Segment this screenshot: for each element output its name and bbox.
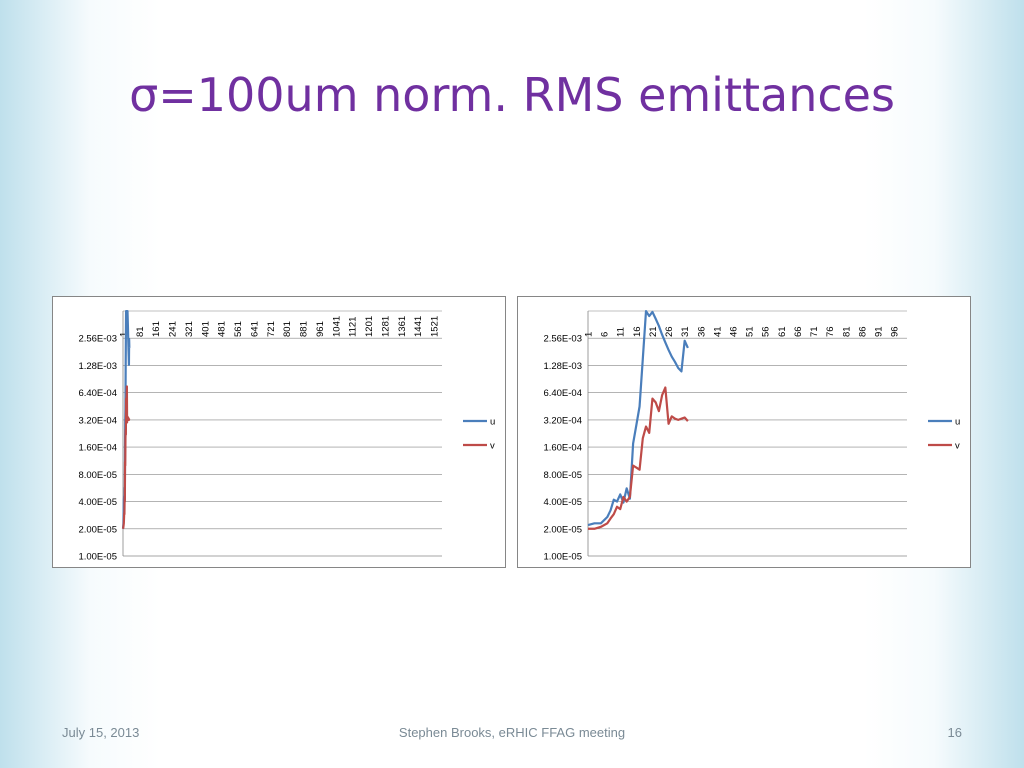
chart-left-y-tick-label: 4.00E-05: [78, 497, 117, 508]
chart-right-x-tick-label: 6: [600, 332, 611, 337]
footer-date: July 15, 2013: [62, 725, 140, 740]
chart-right-x-tick-label: 81: [841, 326, 852, 337]
chart-right-y-tick-label: 2.56E-03: [543, 334, 582, 345]
chart-right-y-tick-label: 1.60E-04: [543, 443, 582, 454]
chart-left: 1.00E-05 2.00E-05 4.00E-05 8.00E-05 1.60E-04…: [52, 296, 506, 568]
chart-left-x-tick-label: 321: [184, 321, 195, 337]
page-number: 16: [947, 725, 962, 740]
footer-center: Stephen Brooks, eRHIC FFAG meeting: [398, 725, 626, 740]
chart-right-x-tick-label: 31: [680, 326, 691, 337]
slide-title: σ=100um norm. RMS emittances: [129, 68, 895, 122]
chart-left-legend-u-label: u: [490, 417, 495, 428]
chart-left-x-tick-label: 401: [200, 321, 211, 337]
chart-left-x-tick-label: 1201: [364, 316, 375, 337]
chart-left-x-tick-label: 881: [299, 321, 310, 337]
chart-left-x-tick-label: 801: [282, 321, 293, 337]
chart-right-y-tick-label: 1.28E-03: [543, 361, 582, 372]
chart-right-x-tick-label: 86: [857, 326, 868, 337]
chart-right-legend-u-label: u: [955, 417, 960, 428]
chart-left-series-v-line: [121, 385, 131, 530]
chart-left-y-tick-label: 1.00E-05: [78, 552, 117, 563]
chart-left-x-tick-label: 1281: [380, 316, 391, 337]
chart-left-y-tick-label: 3.20E-04: [78, 415, 117, 426]
chart-right-x-tick-label: 16: [632, 326, 643, 337]
chart-right-x-tick-label: 96: [890, 326, 901, 337]
chart-left-x-tick-label: 81: [135, 326, 146, 337]
chart-right-x-tick-label: 26: [664, 326, 675, 337]
chart-right-x-tick-label: 91: [874, 326, 885, 337]
chart-left-y-tick-label: 8.00E-05: [78, 470, 117, 481]
chart-right-y-tick-label: 3.20E-04: [543, 415, 582, 426]
chart-left-y-tick-label: 1.60E-04: [78, 443, 117, 454]
chart-right-x-tick-label: 61: [777, 326, 788, 337]
chart-left-x-tick-label: 561: [233, 321, 244, 337]
chart-right-y-tick-label: 1.00E-05: [543, 552, 582, 563]
chart-right-y-tick-label: 6.40E-04: [543, 388, 582, 399]
chart-right-x-tick-label: 36: [696, 326, 707, 337]
chart-right-x-tick-label: 51: [745, 326, 756, 337]
chart-right-x-tick-label: 66: [793, 326, 804, 337]
chart-left-x-tick-label: 1121: [348, 317, 359, 337]
chart-left-svg: 1.00E-05 2.00E-05 4.00E-05 8.00E-05 1.60E-04…: [78, 310, 495, 563]
chart-right-x-tick-label: 21: [648, 326, 659, 337]
chart-left-x-tick-label: 1361: [397, 316, 408, 337]
chart-right-series-u-line: [587, 310, 689, 527]
chart-right-x-tick-label: 41: [712, 326, 723, 337]
chart-right: 1.00E-05 2.00E-05 4.00E-05 8.00E-05 1.60E-04…: [517, 296, 971, 568]
chart-left-y-tick-label: 1.28E-03: [78, 361, 117, 372]
chart-left-y-tick-label: 2.56E-03: [78, 334, 117, 345]
chart-right-y-tick-label: 8.00E-05: [543, 470, 582, 481]
chart-right-x-tick-label: 46: [729, 326, 740, 337]
chart-left-x-tick-label: 1521: [430, 316, 441, 337]
chart-right-x-tick-label: 76: [825, 326, 836, 337]
chart-right-series-v-line: [588, 386, 689, 530]
chart-left-x-tick-label: 481: [217, 321, 228, 337]
chart-right-x-tick-label: 11: [616, 327, 627, 337]
chart-left-x-tick-label: 721: [266, 321, 277, 337]
chart-left-x-tick-label: 641: [249, 321, 260, 337]
chart-left-x-tick-label: 961: [315, 321, 326, 337]
chart-left-x-tick-label: 1041: [331, 316, 342, 337]
chart-left-legend-v-label: v: [490, 441, 495, 452]
chart-right-svg: 1.00E-05 2.00E-05 4.00E-05 8.00E-05 1.60E-04…: [543, 310, 960, 563]
chart-right-y-tick-label: 2.00E-05: [543, 524, 582, 535]
chart-right-legend-v-label: v: [955, 441, 960, 452]
chart-right-y-tick-label: 4.00E-05: [543, 497, 582, 508]
chart-left-y-tick-label: 2.00E-05: [78, 524, 117, 535]
chart-right-x-tick-label: 56: [761, 326, 772, 337]
chart-left-x-tick-label: 161: [151, 321, 162, 337]
chart-right-x-tick-label: 71: [809, 326, 820, 337]
chart-left-x-tick-label: 1: [119, 332, 130, 337]
chart-left-x-tick-label: 1441: [413, 316, 424, 337]
chart-left-y-tick-label: 6.40E-04: [78, 388, 117, 399]
chart-left-x-tick-label: 241: [168, 321, 179, 337]
chart-right-x-tick-label: 1: [584, 332, 595, 337]
